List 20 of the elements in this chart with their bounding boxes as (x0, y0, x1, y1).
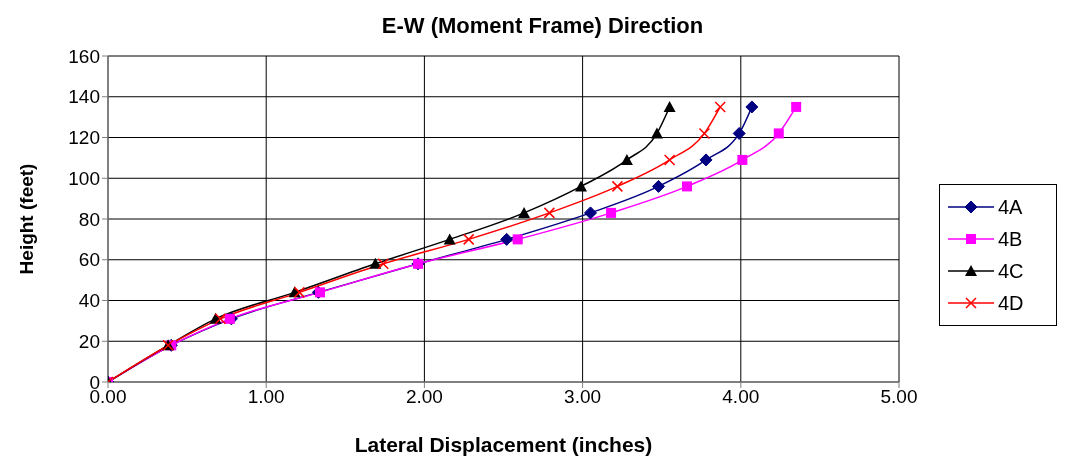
y-axis-title: Height (feet) (15, 163, 37, 275)
y-tick-label: 40 (78, 290, 100, 312)
x-tick-label: 1.00 (247, 386, 285, 408)
x-tick-label: 2.00 (405, 386, 443, 408)
chart-title: E-W (Moment Frame) Direction (381, 13, 704, 38)
legend-label: 4D (998, 291, 1024, 315)
y-tick-label: 140 (68, 86, 100, 108)
legend-label: 4A (998, 195, 1023, 219)
legend-label: 4C (998, 259, 1024, 283)
y-tick-label: 120 (68, 127, 100, 149)
x-axis-title: Lateral Displacement (inches) (354, 433, 653, 456)
x-tick-label: 4.00 (722, 386, 760, 408)
y-tick-label: 80 (78, 208, 100, 230)
y-tick-label: 20 (78, 330, 100, 352)
x-tick-label: 5.00 (880, 386, 918, 408)
x-tick-label: 3.00 (564, 386, 602, 408)
y-tick-label: 160 (68, 45, 100, 67)
y-tick-label: 60 (78, 249, 100, 271)
y-tick-label: 100 (68, 167, 100, 189)
legend-label: 4B (998, 227, 1023, 251)
